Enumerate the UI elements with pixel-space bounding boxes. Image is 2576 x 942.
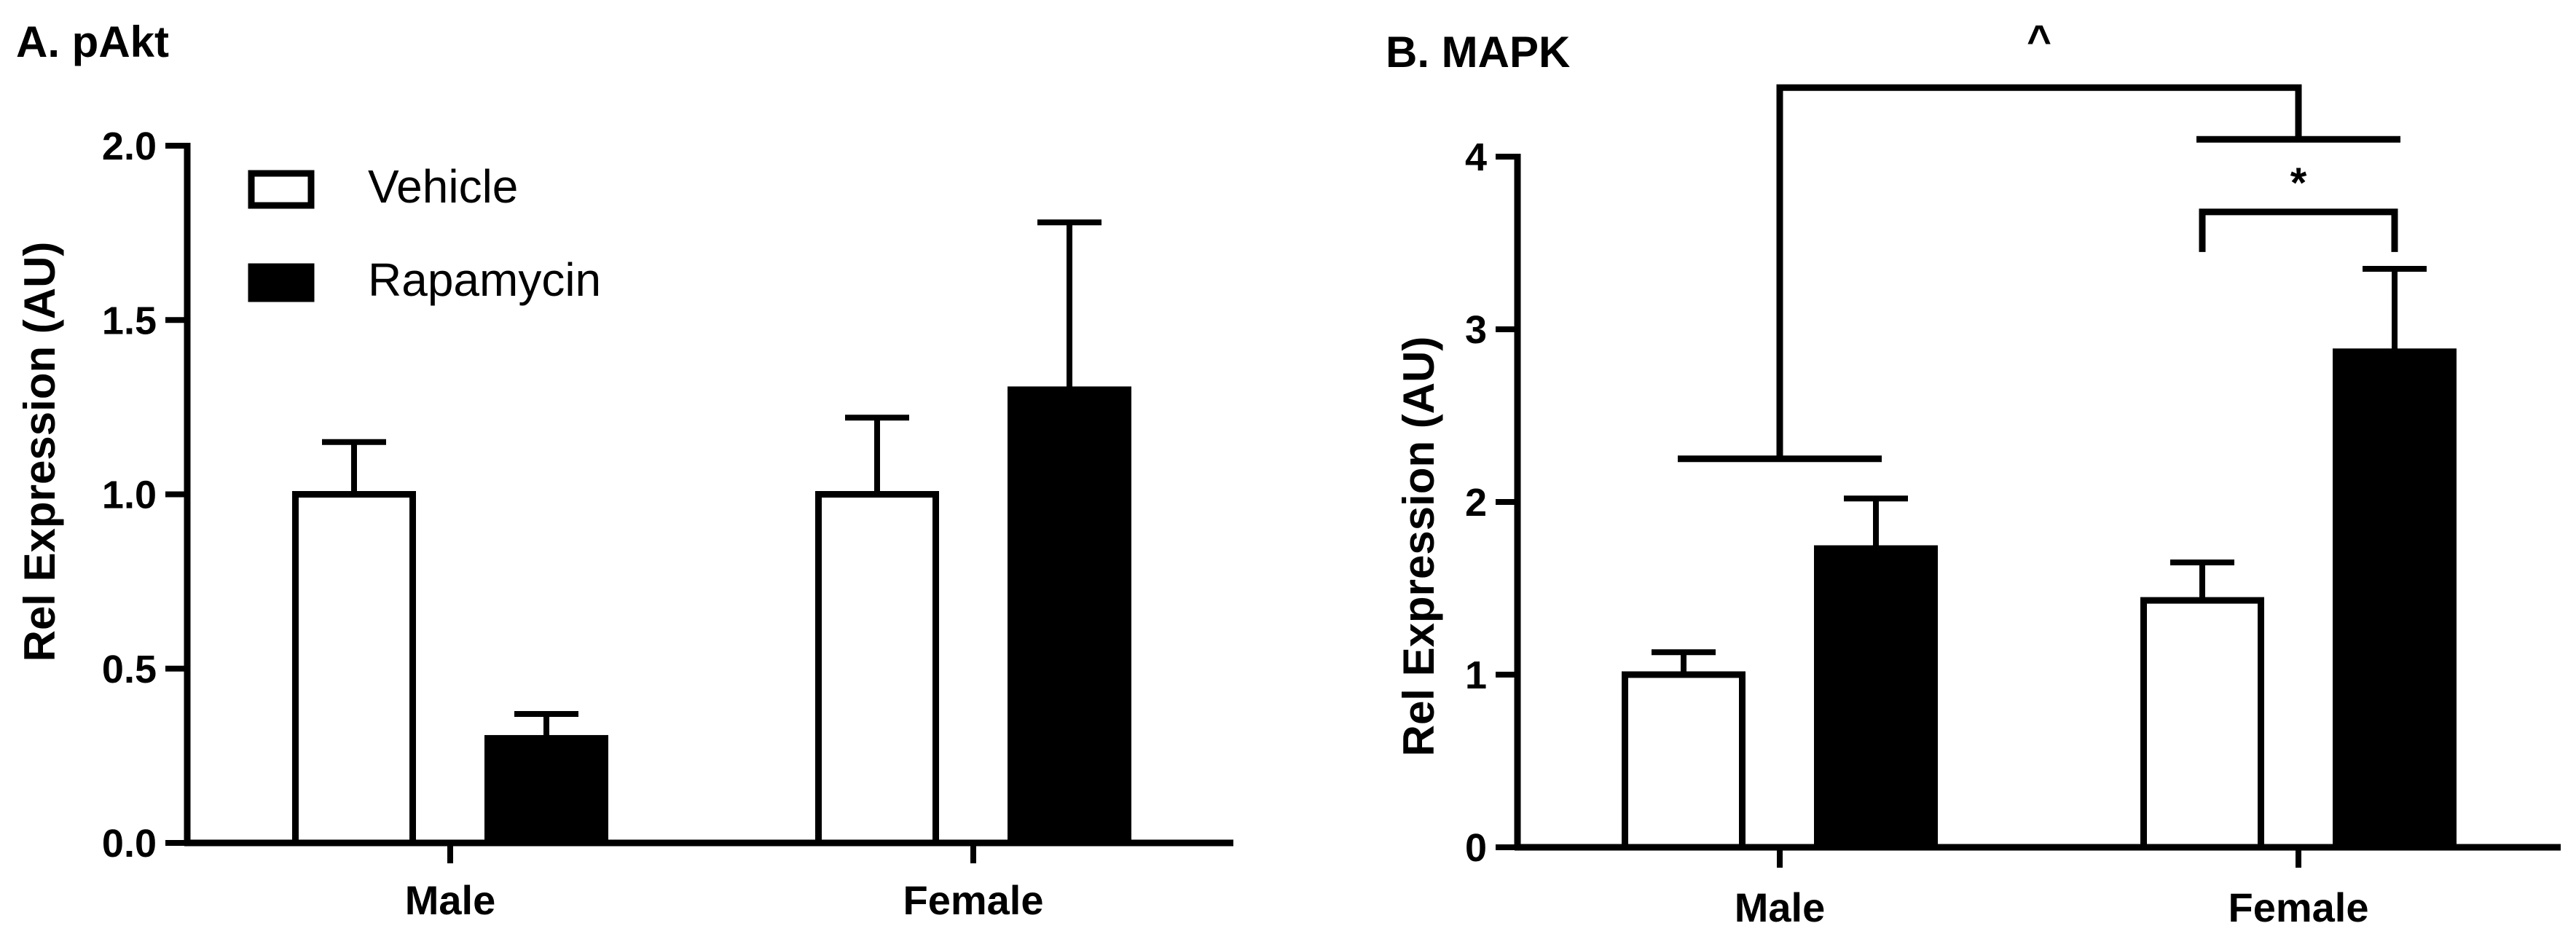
panel-a-legend-swatch-rapamycin — [248, 263, 315, 302]
panel-b-bar-vehicle-male — [1622, 671, 1746, 851]
panel-a-legend-swatch-vehicle — [248, 170, 315, 209]
panel-b-mapk: B. MAPK Rel Expression (AU) 0 1 2 3 4 Male Fem… — [1386, 17, 2561, 930]
panel-b-y-tick-label: 1 — [1465, 653, 1487, 697]
panel-b-significance-star: * — [2290, 160, 2307, 207]
panel-b-bar-vehicle-female — [2140, 597, 2264, 851]
panel-a-y-tick-label: 0.0 — [102, 822, 157, 866]
panel-a-legend-label-vehicle: Vehicle — [368, 160, 518, 213]
panel-a-legend-label-rapamycin: Rapamycin — [368, 254, 601, 306]
panel-b-bar-rapamycin-male — [1814, 545, 1938, 851]
panel-a-x-tick-label: Female — [903, 877, 1044, 923]
panel-b-bracket-caret — [1776, 84, 2302, 459]
panel-a-y-axis-title: Rel Expression (AU) — [15, 242, 64, 662]
panel-b-bracket-star — [2199, 208, 2398, 252]
panel-b-x-tick-label: Male — [1735, 884, 1826, 930]
panel-b-y-tick-label: 4 — [1465, 136, 1487, 179]
panel-a-bar-vehicle-female — [815, 491, 939, 847]
panel-b-title: B. MAPK — [1386, 28, 1570, 76]
panel-b-plot: 0 1 2 3 4 Male Female * ^ — [1465, 17, 2561, 930]
panel-a-bar-rapamycin-female — [1008, 386, 1131, 847]
panel-a-y-tick-label: 2.0 — [102, 125, 157, 168]
panel-b-y-tick-label: 0 — [1465, 826, 1487, 870]
panel-b-bar-rapamycin-female — [2333, 348, 2457, 851]
panel-a-x-tick-label: Male — [405, 877, 496, 923]
panel-a-title: A. pAkt — [16, 17, 169, 66]
panel-b-y-axis-title: Rel Expression (AU) — [1394, 337, 1443, 757]
panel-b-x-tick-label: Female — [2229, 884, 2369, 930]
panel-a-plot: 0.0 0.5 1.0 1.5 2.0 Male Female Vehicle Rapamyci… — [102, 125, 1233, 923]
panel-a-y-tick-label: 1.5 — [102, 299, 157, 342]
panel-b-y-tick-label: 2 — [1465, 481, 1487, 525]
panel-a-y-tick-label: 1.0 — [102, 474, 157, 517]
panel-a-y-tick-label: 0.5 — [102, 648, 157, 691]
panel-a-pakt: A. pAkt Rel Expression (AU) 0.0 0.5 1.0 1.5… — [15, 17, 1233, 923]
panel-a-bar-rapamycin-male — [484, 734, 608, 847]
panel-b-significance-caret: ^ — [2027, 17, 2051, 64]
panel-b-y-tick-label: 3 — [1465, 308, 1487, 352]
panel-a-bar-vehicle-male — [292, 491, 416, 847]
